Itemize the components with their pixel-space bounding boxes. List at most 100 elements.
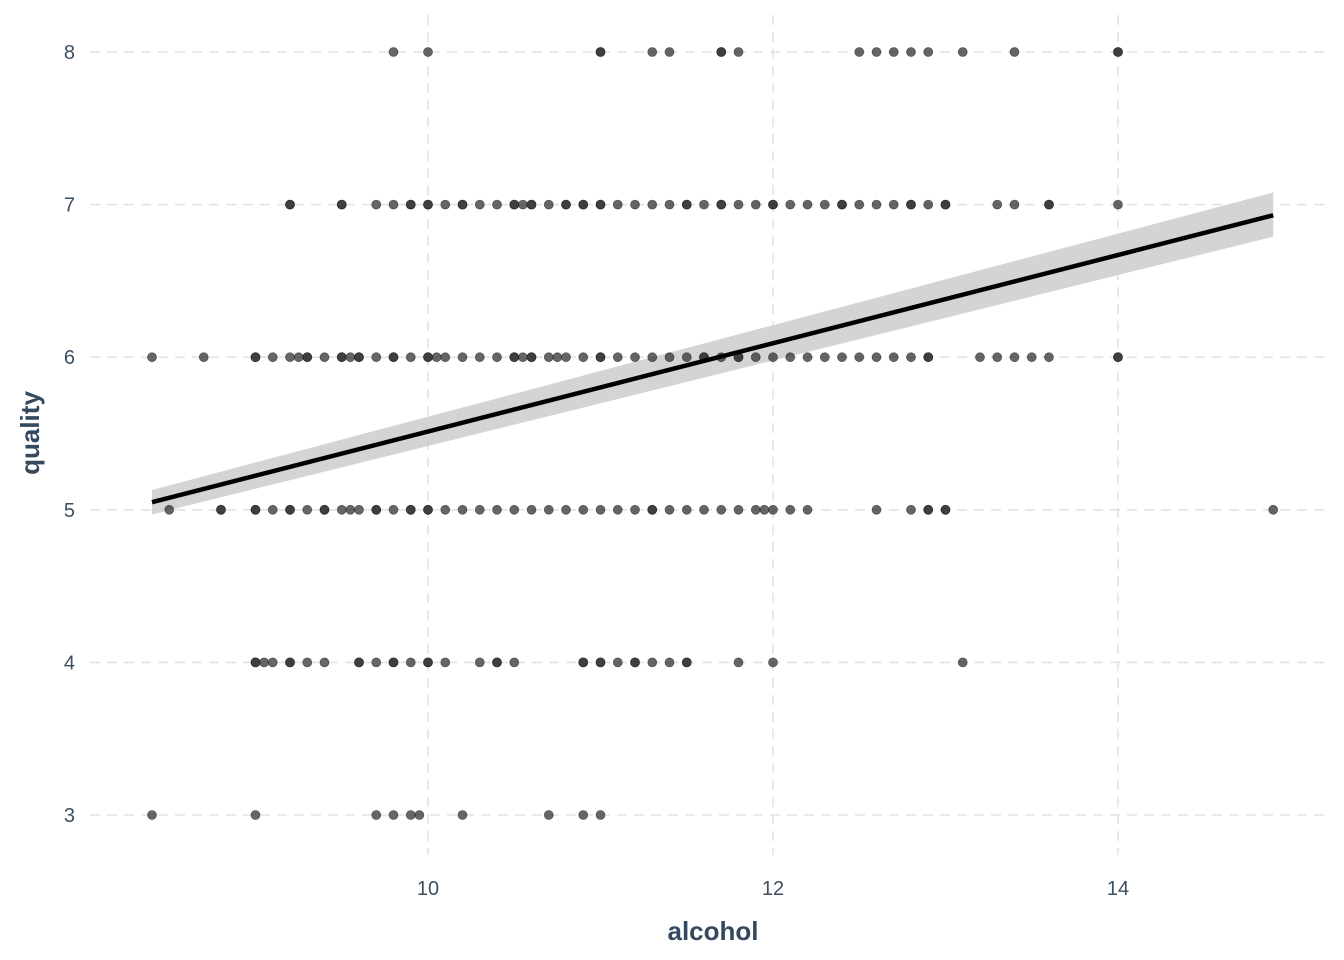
- data-point: [837, 352, 847, 363]
- x-tick-labels: 10 12 14: [417, 878, 1129, 900]
- data-point: [923, 47, 934, 57]
- data-point: [526, 504, 537, 515]
- data-point: [647, 47, 658, 57]
- data-point: [1113, 199, 1123, 210]
- data-point: [992, 199, 1003, 210]
- data-point: [371, 352, 382, 363]
- data-point: [664, 504, 675, 515]
- data-point: [345, 504, 356, 515]
- data-point: [405, 352, 416, 363]
- data-point: [733, 504, 744, 515]
- data-point: [405, 504, 416, 515]
- data-point: [293, 352, 304, 363]
- data-point: [871, 352, 882, 363]
- data-point: [517, 352, 528, 363]
- data-point: [267, 352, 278, 363]
- data-point: [371, 810, 382, 820]
- data-point: [431, 352, 442, 363]
- data-point: [906, 504, 916, 515]
- data-point: [923, 504, 934, 515]
- data-point: [1026, 352, 1037, 363]
- data-point: [888, 352, 899, 363]
- data-point: [940, 199, 951, 210]
- data-point: [681, 657, 692, 668]
- data-point: [785, 199, 796, 210]
- data-point: [336, 504, 347, 515]
- data-point: [681, 352, 692, 363]
- data-point: [940, 504, 951, 515]
- data-point: [1009, 352, 1020, 363]
- data-point: [716, 504, 727, 515]
- data-point: [405, 199, 416, 210]
- x-tick-label: 10: [417, 878, 439, 900]
- data-point: [371, 199, 382, 210]
- data-point: [630, 352, 640, 363]
- data-point: [319, 657, 330, 668]
- data-point: [440, 352, 451, 363]
- data-point: [630, 199, 640, 210]
- data-point: [474, 352, 485, 363]
- data-point: [647, 199, 658, 210]
- data-point: [750, 199, 761, 210]
- data-point: [871, 47, 882, 57]
- data-point: [785, 504, 796, 515]
- y-gridlines: [90, 51, 1330, 816]
- data-point: [854, 199, 865, 210]
- data-point: [302, 352, 313, 363]
- data-point: [1044, 199, 1054, 210]
- data-point: [630, 504, 640, 515]
- data-point: [216, 504, 226, 515]
- data-point: [716, 47, 727, 57]
- data-point: [457, 504, 468, 515]
- data-point: [285, 504, 295, 515]
- data-point: [285, 352, 295, 363]
- data-point: [552, 352, 563, 363]
- data-point: [1113, 47, 1123, 57]
- data-point: [319, 504, 330, 515]
- data-point: [526, 199, 537, 210]
- data-point: [440, 504, 451, 515]
- data-point: [492, 504, 502, 515]
- trend-line: [151, 213, 1274, 505]
- data-point: [302, 657, 313, 668]
- data-point: [405, 657, 416, 668]
- data-point: [509, 199, 520, 210]
- data-point: [750, 504, 761, 515]
- data-point: [664, 199, 675, 210]
- data-point: [578, 504, 589, 515]
- data-point: [802, 504, 813, 515]
- data-point: [975, 352, 985, 363]
- y-tick-label: 5: [64, 500, 75, 522]
- data-point: [664, 657, 675, 668]
- data-point: [267, 657, 278, 668]
- data-point: [957, 657, 968, 668]
- data-point: [923, 352, 934, 363]
- data-point: [595, 47, 606, 57]
- data-point: [526, 352, 537, 363]
- data-point: [336, 199, 347, 210]
- data-point: [543, 504, 554, 515]
- y-tick-label: 6: [64, 347, 75, 369]
- data-point: [612, 352, 623, 363]
- x-gridlines: [427, 15, 1119, 855]
- data-point: [578, 199, 589, 210]
- y-axis-title: quality: [15, 391, 45, 475]
- data-point: [388, 657, 399, 668]
- y-tick-label: 4: [64, 652, 75, 674]
- data-point: [423, 657, 433, 668]
- data-point: [423, 199, 433, 210]
- data-point: [388, 810, 399, 820]
- data-point: [699, 199, 709, 210]
- data-point: [319, 352, 330, 363]
- data-point: [388, 504, 399, 515]
- data-point: [405, 810, 416, 820]
- data-point: [388, 199, 399, 210]
- data-point: [854, 352, 865, 363]
- data-point: [578, 657, 589, 668]
- data-point: [457, 352, 468, 363]
- data-point: [561, 504, 571, 515]
- data-point: [285, 199, 295, 210]
- data-point: [388, 352, 399, 363]
- data-point: [888, 47, 899, 57]
